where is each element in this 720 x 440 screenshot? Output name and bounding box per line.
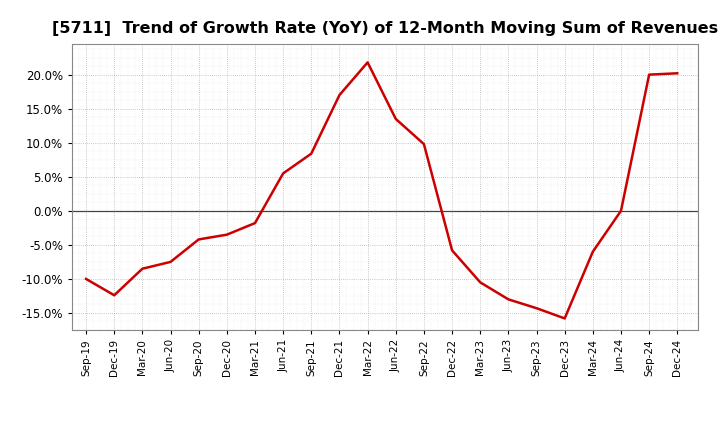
Title: [5711]  Trend of Growth Rate (YoY) of 12-Month Moving Sum of Revenues: [5711] Trend of Growth Rate (YoY) of 12-…: [52, 21, 719, 36]
